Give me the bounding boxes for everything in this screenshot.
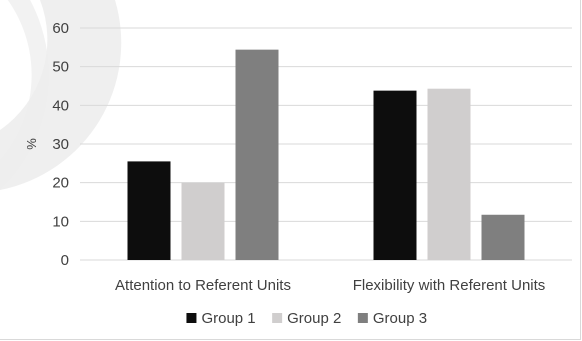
legend-swatch-group-1 (186, 313, 197, 323)
legend: Group 1 Group 2 Group 3 (186, 310, 427, 327)
y-tick-label: 60 (52, 20, 69, 37)
bars (127, 49, 525, 260)
y-tick-label: 30 (52, 136, 69, 153)
x-tick-label: Attention to Referent Units (115, 277, 291, 294)
background-arc-decoration-outer (0, 0, 122, 190)
bar-group-3-1 (235, 49, 279, 260)
x-axis: Attention to Referent Units Flexibility w… (115, 277, 545, 294)
y-tick-label: 50 (52, 59, 69, 76)
legend-label: Group 1 (201, 310, 255, 327)
y-tick-label: 20 (52, 175, 69, 192)
y-axis: 0 10 20 30 40 50 60 (52, 20, 69, 269)
bar-group-1-2 (373, 90, 417, 260)
y-tick-label: 40 (52, 97, 69, 114)
background-arc-decoration (0, 0, 49, 190)
legend-label: Group 3 (373, 310, 427, 327)
legend-label: Group 2 (287, 310, 341, 327)
legend-swatch-group-3 (357, 313, 368, 323)
y-tick-label: 10 (52, 213, 69, 230)
bar-group-2-2 (427, 88, 471, 260)
bar-group-3-2 (481, 214, 525, 260)
bar-group-1-1 (127, 161, 171, 260)
y-tick-label: 0 (61, 252, 69, 269)
x-tick-label: Flexibility with Referent Units (353, 277, 546, 294)
bar-group-2-1 (181, 182, 225, 260)
legend-swatch-group-2 (272, 313, 283, 323)
y-axis-label: % (24, 138, 39, 150)
